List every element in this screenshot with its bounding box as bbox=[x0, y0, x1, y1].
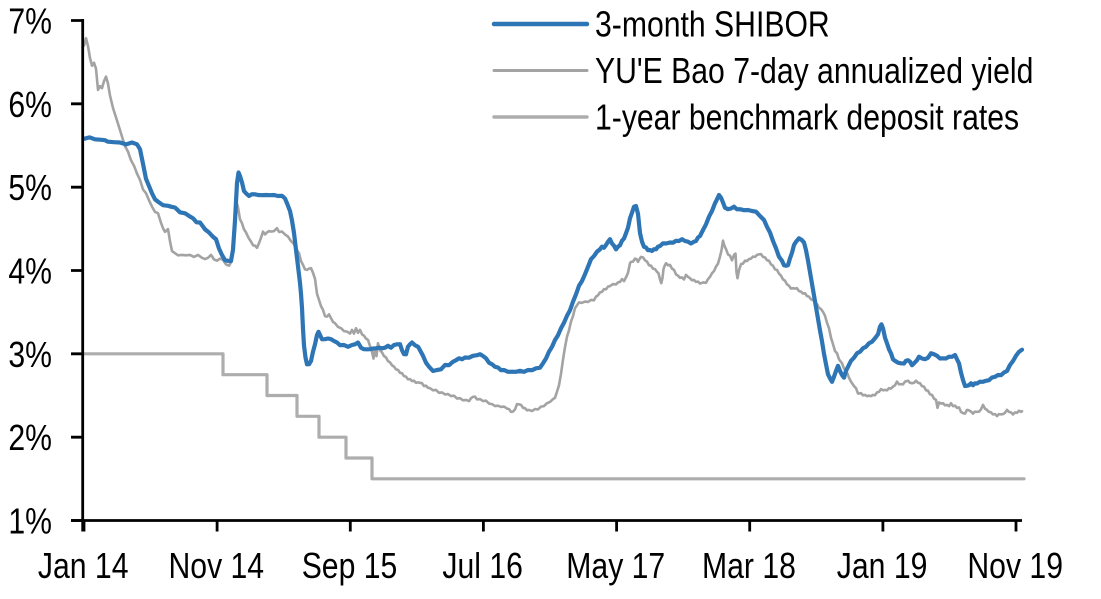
svg-text:YU'E Bao 7-day annualized yiel: YU'E Bao 7-day annualized yield bbox=[595, 50, 1033, 91]
svg-text:Mar 18: Mar 18 bbox=[702, 545, 796, 586]
svg-text:4%: 4% bbox=[8, 251, 52, 292]
svg-text:Jul 16: Jul 16 bbox=[442, 545, 523, 586]
svg-text:Nov 19: Nov 19 bbox=[967, 545, 1063, 586]
svg-text:Jan 19: Jan 19 bbox=[837, 545, 928, 586]
svg-text:Sep 15: Sep 15 bbox=[302, 545, 398, 586]
svg-text:1-year benchmark deposit rates: 1-year benchmark deposit rates bbox=[595, 97, 1019, 138]
svg-text:7%: 7% bbox=[8, 1, 52, 42]
svg-text:3%: 3% bbox=[8, 334, 52, 375]
svg-text:3-month SHIBOR: 3-month SHIBOR bbox=[595, 4, 830, 45]
svg-text:5%: 5% bbox=[8, 167, 52, 208]
svg-text:Nov 14: Nov 14 bbox=[169, 545, 265, 586]
svg-text:1%: 1% bbox=[8, 501, 52, 542]
svg-text:6%: 6% bbox=[8, 84, 52, 125]
svg-text:May 17: May 17 bbox=[566, 545, 665, 586]
svg-text:Jan 14: Jan 14 bbox=[38, 545, 129, 586]
svg-text:2%: 2% bbox=[8, 417, 52, 458]
